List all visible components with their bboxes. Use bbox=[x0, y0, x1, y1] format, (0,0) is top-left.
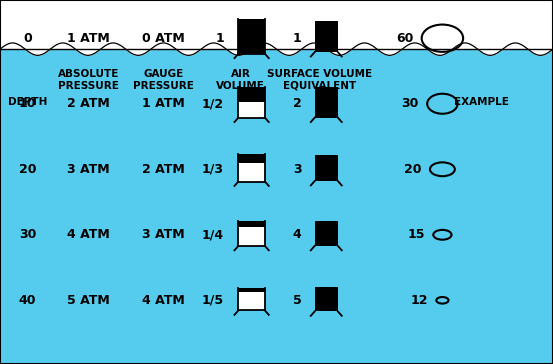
Text: 3 ATM: 3 ATM bbox=[67, 163, 110, 176]
Text: 30: 30 bbox=[401, 97, 419, 110]
Text: 30: 30 bbox=[19, 228, 36, 241]
Bar bbox=[238, 87, 265, 102]
Text: 12: 12 bbox=[410, 294, 428, 307]
Text: EXAMPLE: EXAMPLE bbox=[453, 97, 509, 107]
Bar bbox=[238, 154, 265, 163]
Text: 15: 15 bbox=[408, 228, 425, 241]
Text: 10: 10 bbox=[19, 97, 36, 110]
Text: SURFACE VOLUME
EQUIVALENT: SURFACE VOLUME EQUIVALENT bbox=[267, 69, 372, 91]
Bar bbox=[315, 87, 338, 118]
Bar bbox=[238, 288, 265, 292]
Text: 1/4: 1/4 bbox=[202, 228, 224, 241]
Text: 20: 20 bbox=[404, 163, 422, 176]
Text: 2 ATM: 2 ATM bbox=[142, 163, 185, 176]
Text: 4 ATM: 4 ATM bbox=[142, 294, 185, 307]
Text: 3: 3 bbox=[293, 163, 301, 176]
Text: 1: 1 bbox=[293, 32, 301, 45]
Text: ABSOLUTE
PRESSURE: ABSOLUTE PRESSURE bbox=[58, 69, 119, 91]
Text: 60: 60 bbox=[396, 32, 413, 45]
Text: AIR
VOLUME: AIR VOLUME bbox=[216, 69, 265, 91]
Bar bbox=[238, 288, 265, 310]
Bar bbox=[0, 49, 553, 364]
Text: 1/5: 1/5 bbox=[202, 294, 224, 307]
Text: 1 ATM: 1 ATM bbox=[142, 97, 185, 110]
Bar bbox=[238, 19, 265, 54]
Text: 2 ATM: 2 ATM bbox=[67, 97, 110, 110]
Text: 40: 40 bbox=[19, 294, 36, 307]
Text: 1/2: 1/2 bbox=[202, 97, 224, 110]
Text: 4: 4 bbox=[293, 228, 301, 241]
Text: DEPTH: DEPTH bbox=[8, 97, 48, 107]
Bar bbox=[315, 287, 338, 312]
Text: 1/3: 1/3 bbox=[202, 163, 224, 176]
Text: GAUGE
PRESSURE: GAUGE PRESSURE bbox=[133, 69, 194, 91]
Bar bbox=[238, 221, 265, 228]
Bar bbox=[315, 221, 338, 246]
Text: 5 ATM: 5 ATM bbox=[67, 294, 110, 307]
Text: 4 ATM: 4 ATM bbox=[67, 228, 110, 241]
Bar bbox=[238, 221, 265, 246]
Bar bbox=[315, 21, 338, 52]
Bar bbox=[238, 87, 265, 118]
Bar bbox=[315, 155, 338, 181]
Text: 3 ATM: 3 ATM bbox=[142, 228, 185, 241]
Text: 1: 1 bbox=[215, 32, 224, 45]
Text: 20: 20 bbox=[19, 163, 36, 176]
Bar bbox=[238, 19, 265, 54]
Text: 0 ATM: 0 ATM bbox=[142, 32, 185, 45]
Text: 5: 5 bbox=[293, 294, 301, 307]
Text: 1 ATM: 1 ATM bbox=[67, 32, 110, 45]
Text: 2: 2 bbox=[293, 97, 301, 110]
Bar bbox=[238, 154, 265, 182]
Text: 0: 0 bbox=[23, 32, 32, 45]
